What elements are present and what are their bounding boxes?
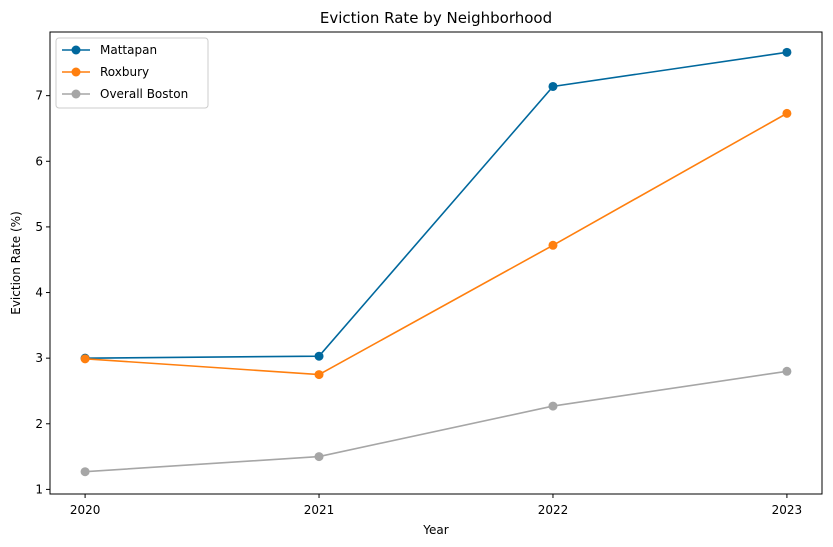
data-point-mattapan xyxy=(782,47,792,57)
legend-label: Mattapan xyxy=(100,43,157,57)
series-line-roxbury xyxy=(85,112,788,376)
legend-swatch-marker xyxy=(71,89,81,99)
plot-frame xyxy=(49,31,823,495)
chart-title: Eviction Rate by Neighborhood xyxy=(320,9,552,27)
plot-area xyxy=(49,31,823,495)
legend-frame xyxy=(55,37,209,109)
data-point-overall-boston xyxy=(80,467,90,477)
x-axis-label: Year xyxy=(422,523,448,537)
y-tick-label: 2 xyxy=(35,417,43,431)
x-tick-label: 2020 xyxy=(70,503,101,517)
y-tick-label: 1 xyxy=(35,482,43,496)
data-point-mattapan xyxy=(548,81,558,91)
y-tick-label: 6 xyxy=(35,154,43,168)
data-point-roxbury xyxy=(548,240,558,250)
y-tick-label: 3 xyxy=(35,351,43,365)
data-point-roxbury xyxy=(314,370,324,380)
data-point-overall-boston xyxy=(548,401,558,411)
x-axis: 2020 2021 2022 2023 xyxy=(70,494,802,517)
y-tick-label: 5 xyxy=(35,220,43,234)
data-point-roxbury xyxy=(80,354,90,364)
legend-item-mattapan: Mattapan xyxy=(62,43,157,57)
data-point-overall-boston xyxy=(782,366,792,376)
legend-item-overall-boston: Overall Boston xyxy=(62,87,188,101)
legend-label: Overall Boston xyxy=(100,87,188,101)
series-layer xyxy=(80,47,792,477)
legend-swatch-marker xyxy=(71,67,81,77)
series-line-overall-boston xyxy=(85,370,788,473)
legend-swatch-marker xyxy=(71,45,81,55)
y-tick-label: 7 xyxy=(35,89,43,103)
legend: Mattapan Roxbury Overall Boston xyxy=(55,37,209,109)
y-axis: 1 2 3 4 5 6 7 xyxy=(35,89,50,496)
data-point-mattapan xyxy=(314,351,324,361)
x-tick-label: 2022 xyxy=(538,503,569,517)
data-point-overall-boston xyxy=(314,452,324,462)
data-point-roxbury xyxy=(782,108,792,118)
legend-item-roxbury: Roxbury xyxy=(62,65,149,79)
series-line-mattapan xyxy=(85,51,788,359)
y-axis-label: Eviction Rate (%) xyxy=(9,211,23,315)
y-tick-label: 4 xyxy=(35,286,43,300)
legend-label: Roxbury xyxy=(100,65,149,79)
x-tick-label: 2021 xyxy=(304,503,335,517)
x-tick-label: 2023 xyxy=(772,503,803,517)
